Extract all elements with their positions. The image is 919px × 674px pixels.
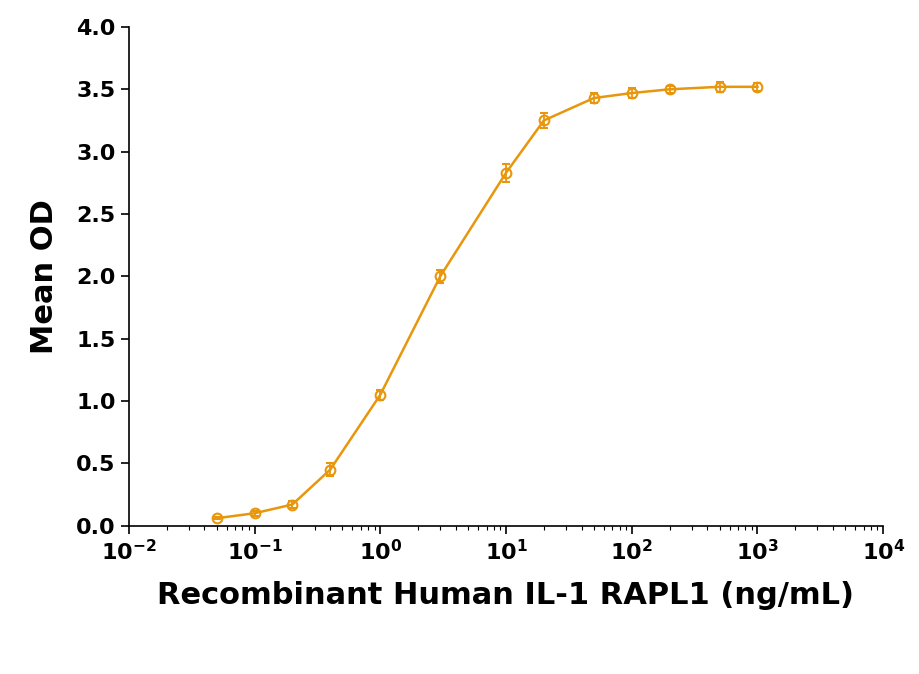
X-axis label: Recombinant Human IL-1 RAPL1 (ng/mL): Recombinant Human IL-1 RAPL1 (ng/mL) (157, 581, 854, 610)
Y-axis label: Mean OD: Mean OD (30, 199, 59, 354)
